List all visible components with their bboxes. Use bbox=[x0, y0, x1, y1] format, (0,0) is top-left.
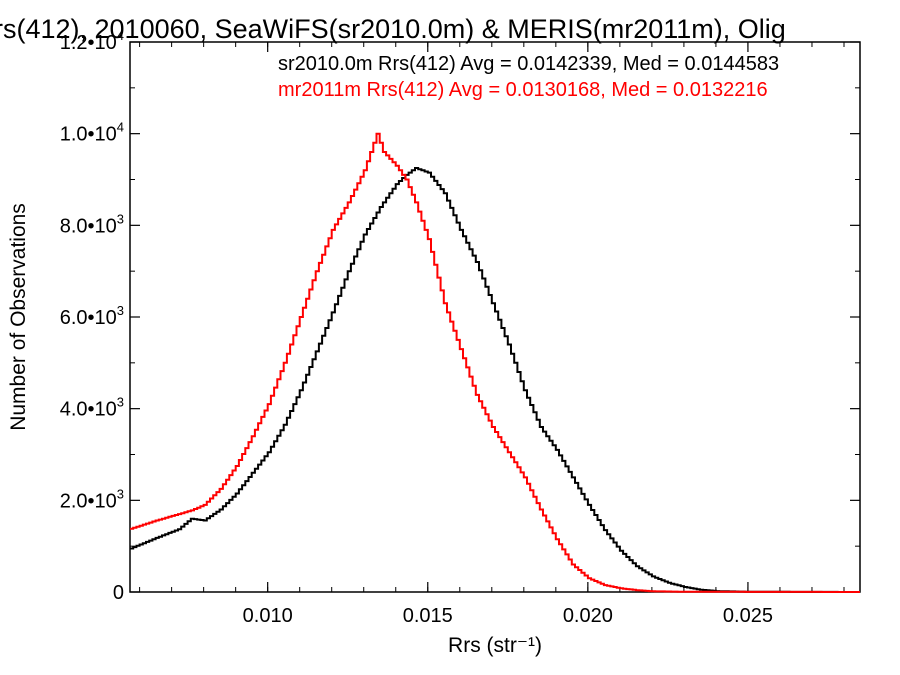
y-tick-label: 2.0•103 bbox=[60, 486, 124, 512]
legend: sr2010.0m Rrs(412) Avg = 0.0142339, Med … bbox=[278, 53, 779, 101]
y-tick-labels: 0 2.0•103 4.0•103 6.0•103 8.0•103 1.0•104 1.2•… bbox=[60, 28, 124, 604]
x-tick-label: 0.015 bbox=[403, 605, 453, 627]
axis-ticks bbox=[130, 41, 860, 593]
y-tick-label: 6.0•103 bbox=[60, 303, 124, 329]
y-tick-label: 0 bbox=[113, 582, 124, 604]
series-line-sr2010.0m bbox=[130, 167, 860, 593]
legend-entry-sr2010.0m: sr2010.0m Rrs(412) Avg = 0.0142339, Med … bbox=[278, 53, 779, 75]
y-tick-label: 1.2•104 bbox=[60, 28, 124, 54]
series-lines bbox=[130, 132, 860, 593]
series-line-mr2011m bbox=[130, 132, 860, 593]
chart-title: rs(412), 2010060, SeaWiFS(sr2010.0m) & M… bbox=[0, 14, 786, 44]
y-tick-label: 8.0•103 bbox=[60, 211, 124, 237]
plot-frame bbox=[129, 41, 861, 593]
y-axis-label: Number of Observations bbox=[7, 203, 30, 431]
y-tick-label: 1.0•104 bbox=[60, 120, 124, 146]
x-axis-label: Rrs (str⁻¹) bbox=[448, 634, 542, 657]
x-tick-label: 0.020 bbox=[563, 605, 613, 627]
y-tick-label: 4.0•103 bbox=[60, 395, 124, 421]
x-tick-label: 0.025 bbox=[723, 605, 773, 627]
x-tick-labels: 0.010 0.015 0.020 0.025 bbox=[243, 605, 773, 627]
x-tick-label: 0.010 bbox=[243, 605, 293, 627]
legend-entry-mr2011m: mr2011m Rrs(412) Avg = 0.0130168, Med = … bbox=[278, 79, 768, 101]
